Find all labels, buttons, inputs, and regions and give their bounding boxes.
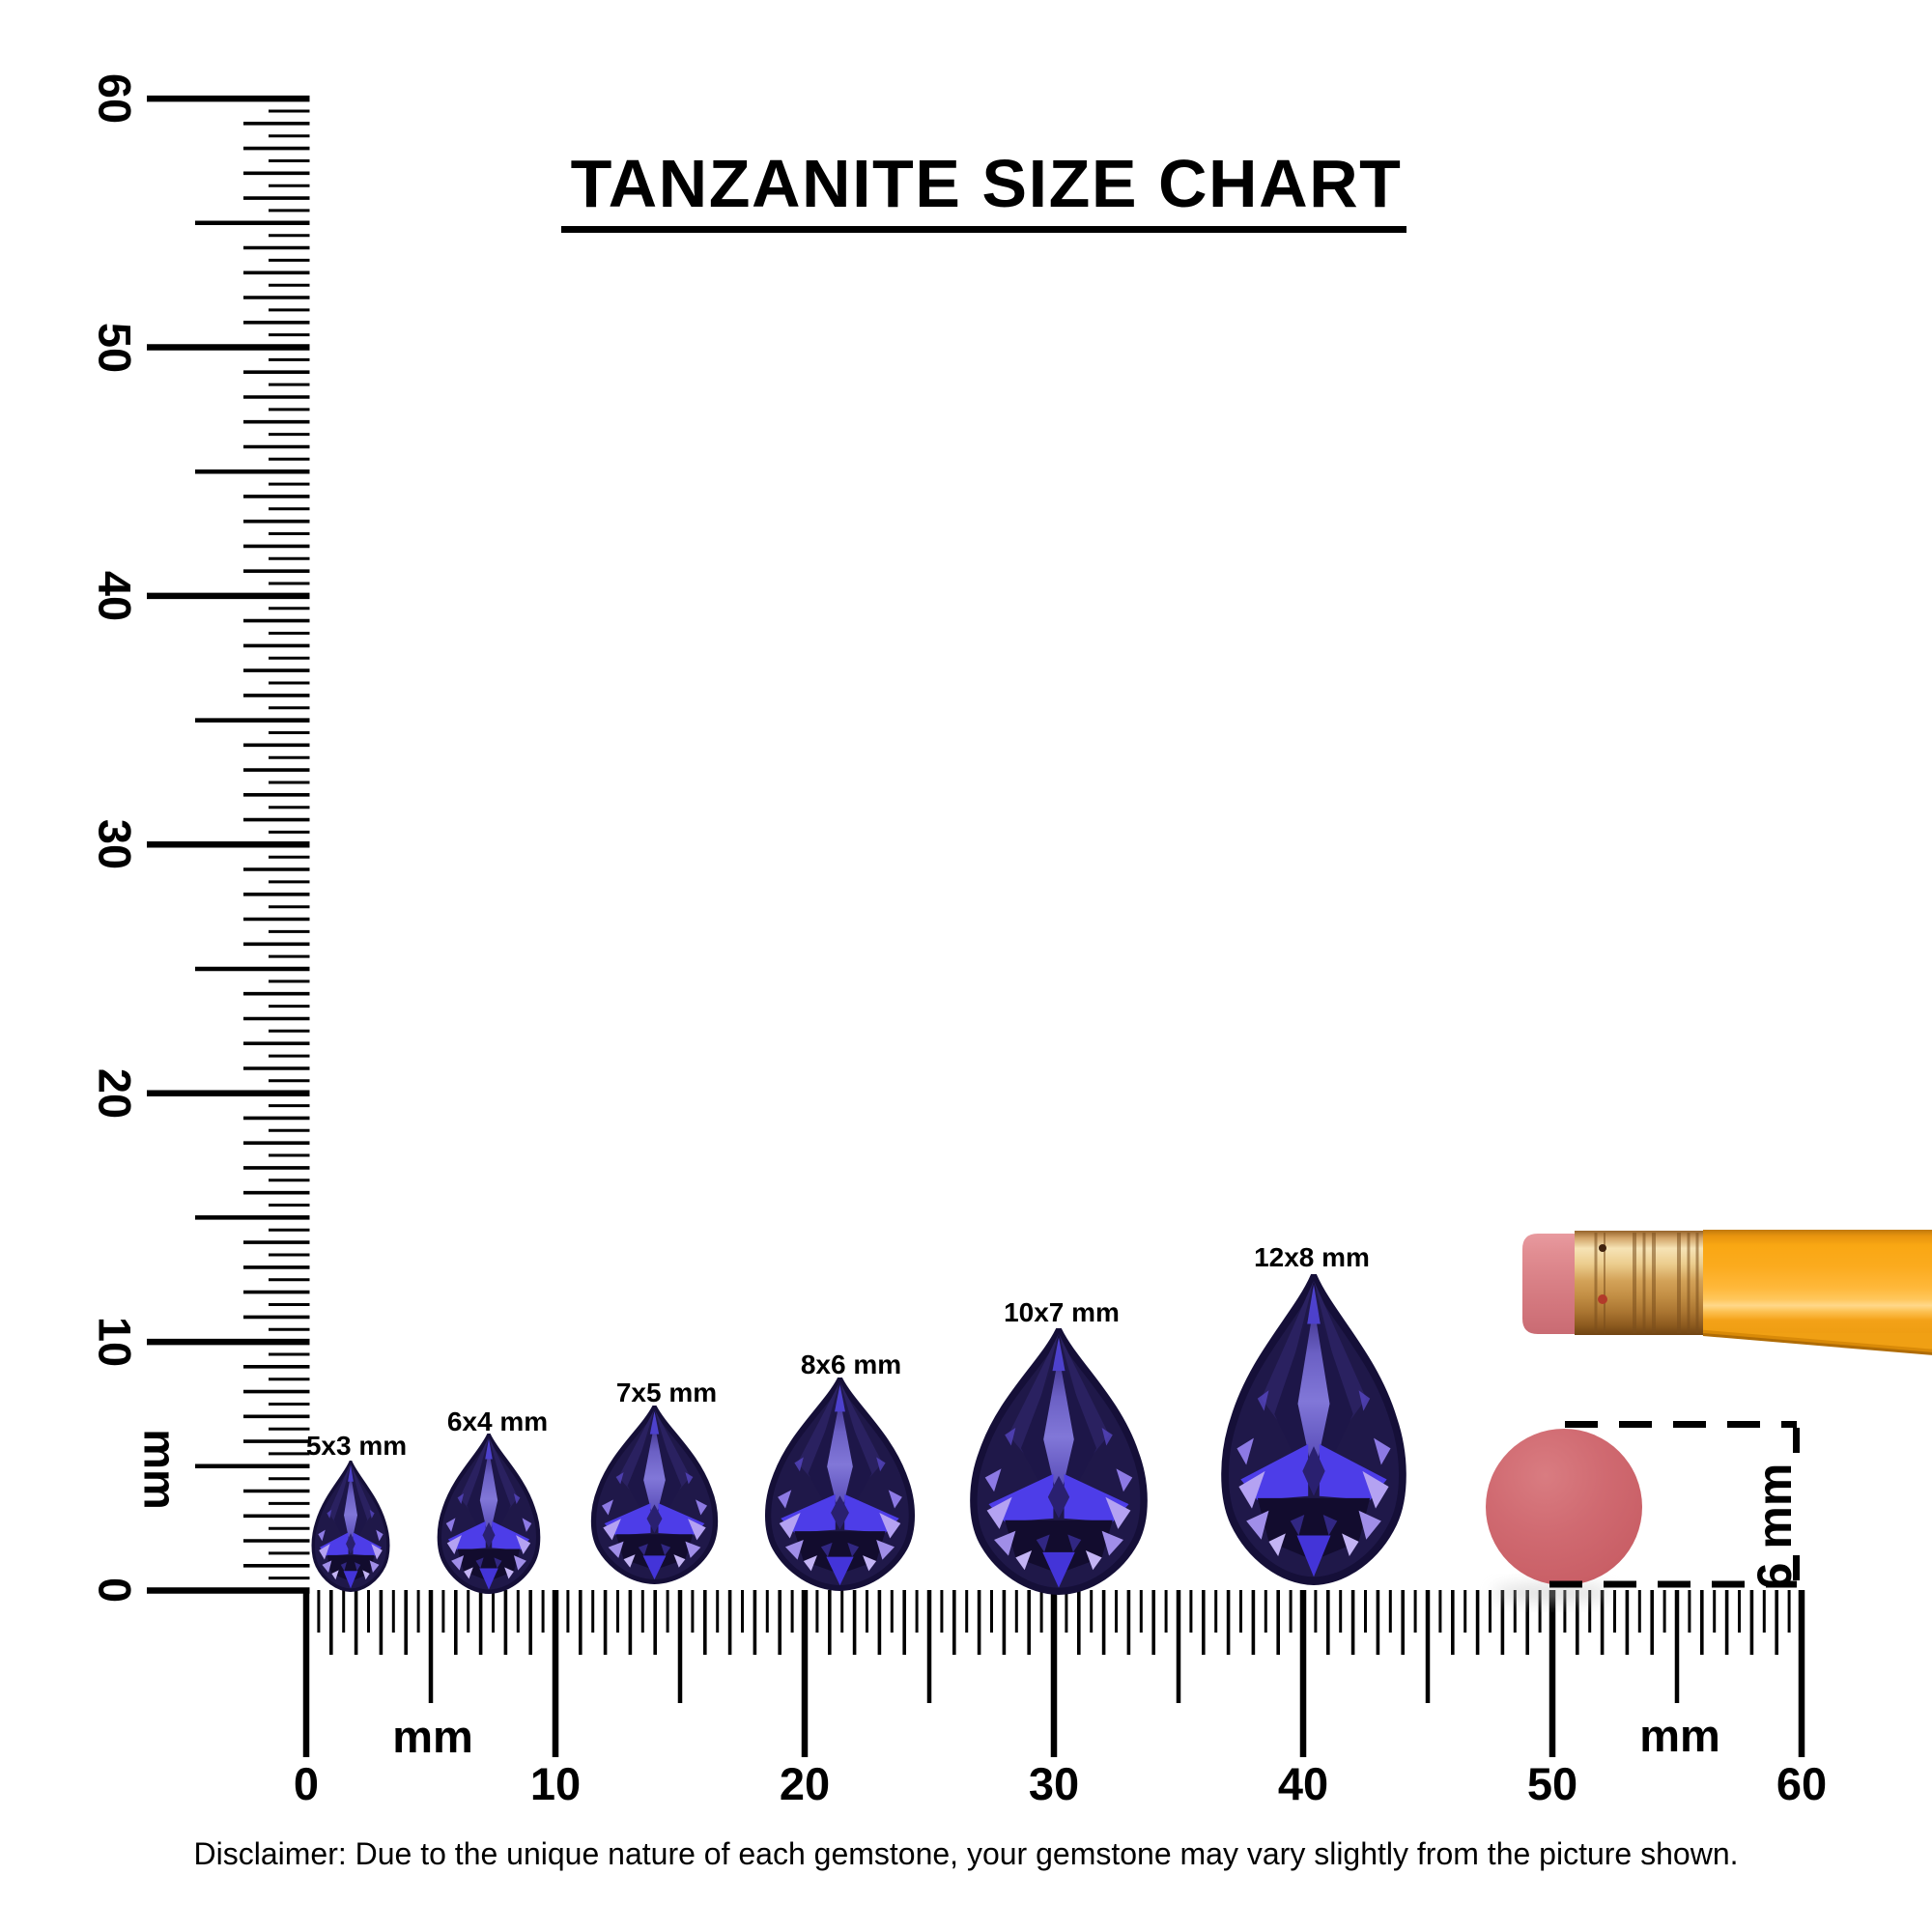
svg-text:0: 0 [90,1577,141,1603]
svg-text:50: 50 [1527,1758,1577,1809]
svg-text:20: 20 [90,1068,141,1119]
svg-text:30: 30 [90,819,141,869]
svg-text:Disclaimer: Due to the unique: Disclaimer: Due to the unique nature of … [194,1836,1739,1871]
svg-text:6 mm: 6 mm [1747,1463,1802,1590]
svg-text:50: 50 [90,323,141,373]
svg-text:0: 0 [294,1758,319,1809]
svg-text:60: 60 [90,73,141,124]
svg-text:TANZANITE SIZE CHART: TANZANITE SIZE CHART [571,146,1403,221]
svg-text:10x7 mm: 10x7 mm [1004,1297,1120,1327]
svg-text:60: 60 [1776,1758,1827,1809]
svg-text:mm: mm [135,1429,186,1510]
svg-text:10: 10 [90,1317,141,1367]
svg-text:20: 20 [780,1758,830,1809]
svg-text:10: 10 [530,1758,581,1809]
svg-text:8x6 mm: 8x6 mm [801,1350,901,1379]
svg-text:6x4 mm: 6x4 mm [447,1406,548,1436]
svg-text:40: 40 [90,571,141,621]
svg-text:30: 30 [1029,1758,1079,1809]
svg-text:7x5 mm: 7x5 mm [616,1378,717,1407]
svg-text:12x8 mm: 12x8 mm [1254,1242,1370,1272]
svg-text:mm: mm [392,1711,473,1762]
svg-text:mm: mm [1639,1710,1720,1761]
svg-text:5x3 mm: 5x3 mm [306,1431,407,1461]
svg-text:40: 40 [1278,1758,1328,1809]
